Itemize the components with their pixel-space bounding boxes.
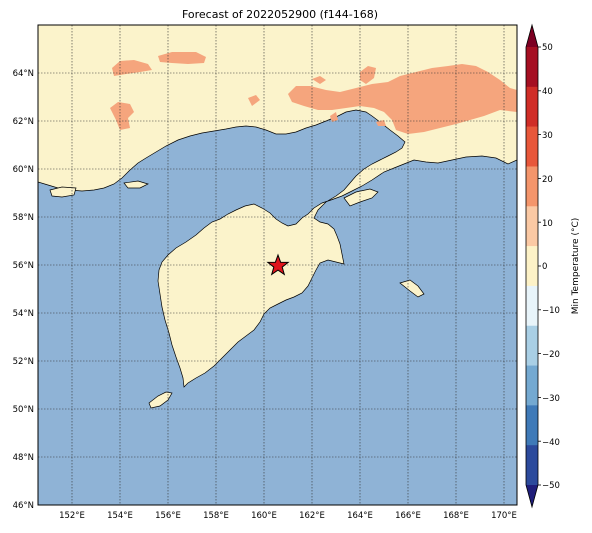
warm-temperature-areas bbox=[110, 52, 517, 134]
lat-tick-label: 54°N bbox=[13, 309, 34, 319]
land-island-west bbox=[49, 186, 77, 198]
colorbar-label: Min Temperature (°C) bbox=[571, 218, 581, 315]
lon-tick-label: 152°E bbox=[59, 511, 85, 521]
colorbar-tick-label: −10 bbox=[542, 306, 560, 316]
figure-title: Forecast of 2022052900 (f144-168) bbox=[182, 8, 378, 21]
colorbar-tick-labels: 50 40 30 20 10 0 −10 −20 −30 −40 −50 bbox=[542, 43, 560, 491]
land-island-karaginsky bbox=[343, 188, 379, 207]
lat-tick-label: 62°N bbox=[13, 117, 34, 127]
colorbar: 50 40 30 20 10 0 −10 −20 −30 −40 −50 Min… bbox=[525, 23, 581, 509]
lat-tick-label: 50°N bbox=[13, 405, 34, 415]
colorbar-segment bbox=[526, 166, 538, 207]
warm-patch bbox=[330, 112, 338, 122]
colorbar-extend-max bbox=[526, 25, 538, 47]
gridlines bbox=[38, 25, 517, 505]
warm-patch bbox=[158, 52, 206, 64]
warm-patch bbox=[248, 95, 260, 106]
colorbar-segment bbox=[526, 86, 538, 127]
lon-tick-label: 156°E bbox=[155, 511, 181, 521]
colorbar-tick-label: 0 bbox=[542, 262, 547, 272]
lon-tick-labels: 152°E 154°E 156°E 158°E 160°E 162°E 164°… bbox=[59, 511, 517, 521]
lon-tick-label: 166°E bbox=[395, 511, 421, 521]
land-island-commander bbox=[399, 279, 425, 298]
colorbar-tick-label: 50 bbox=[542, 43, 553, 53]
colorbar-tick-label: −40 bbox=[542, 438, 560, 448]
colorbar-segment bbox=[526, 206, 538, 247]
colorbar-tick-label: −20 bbox=[542, 350, 560, 360]
lat-tick-label: 64°N bbox=[13, 69, 34, 79]
warm-patch bbox=[360, 66, 376, 84]
warm-patch bbox=[112, 60, 152, 76]
colorbar-segment bbox=[526, 365, 538, 406]
lon-tick-label: 168°E bbox=[443, 511, 469, 521]
colorbar-tick-label: −30 bbox=[542, 394, 560, 404]
lat-tick-label: 58°N bbox=[13, 213, 34, 223]
lon-tick-label: 164°E bbox=[347, 511, 373, 521]
lon-tick-label: 162°E bbox=[299, 511, 325, 521]
colorbar-tick-label: 20 bbox=[542, 175, 553, 185]
colorbar-segments bbox=[526, 25, 538, 507]
lat-tick-labels: 46°N 48°N 50°N 52°N 54°N 56°N 58°N 60°N … bbox=[13, 69, 34, 511]
lat-tick-label: 52°N bbox=[13, 357, 34, 367]
star-marker bbox=[266, 253, 290, 276]
lon-tick-label: 158°E bbox=[203, 511, 229, 521]
colorbar-tick-label: 40 bbox=[542, 87, 553, 97]
warm-patch bbox=[288, 64, 517, 134]
lon-tick-label: 160°E bbox=[251, 511, 277, 521]
colorbar-segment bbox=[526, 47, 538, 88]
map-area bbox=[38, 25, 517, 505]
lat-tick-label: 56°N bbox=[13, 261, 34, 271]
lat-tick-label: 60°N bbox=[13, 165, 34, 175]
colorbar-ticks bbox=[538, 46, 541, 486]
colorbar-segment bbox=[526, 405, 538, 446]
map-frame bbox=[37, 24, 518, 506]
colorbar-segment bbox=[526, 325, 538, 366]
warm-patch bbox=[312, 76, 326, 84]
lon-tick-label: 154°E bbox=[107, 511, 133, 521]
colorbar-tick-label: −50 bbox=[542, 481, 560, 491]
colorbar-segment bbox=[526, 285, 538, 327]
colorbar-segment bbox=[526, 126, 538, 167]
lon-tick-label: 170°E bbox=[491, 511, 517, 521]
warm-patch bbox=[376, 120, 386, 126]
land-island-kuril bbox=[148, 391, 173, 409]
colorbar-segment bbox=[526, 246, 538, 287]
colorbar-extend-min bbox=[526, 485, 538, 507]
warm-patch bbox=[110, 102, 134, 130]
lat-tick-label: 48°N bbox=[13, 453, 34, 463]
lat-tick-label: 46°N bbox=[13, 501, 34, 511]
colorbar-segment bbox=[526, 445, 538, 486]
colorbar-tick-label: 10 bbox=[542, 219, 553, 229]
colorbar-tick-label: 30 bbox=[542, 131, 553, 141]
land-spit bbox=[123, 180, 149, 189]
